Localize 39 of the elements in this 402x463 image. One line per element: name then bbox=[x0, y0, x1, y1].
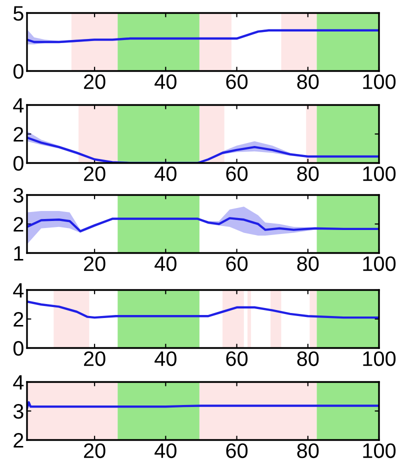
x-tick-label: 100 bbox=[363, 443, 396, 458]
x-tick-label: 100 bbox=[363, 74, 396, 90]
x-tick-label: 40 bbox=[154, 351, 176, 366]
y-tick-label: 2 bbox=[14, 127, 24, 142]
y-tick-label: 2 bbox=[14, 217, 24, 232]
y-tick-label: 1 bbox=[14, 246, 24, 261]
x-tick-label: 60 bbox=[226, 166, 248, 182]
x-tick-label: 60 bbox=[226, 351, 248, 366]
x-tick-label: 100 bbox=[363, 256, 396, 272]
y-tick-label: 3 bbox=[13, 404, 24, 419]
x-tick-label: 40 bbox=[154, 166, 176, 182]
x-tick-label: 20 bbox=[84, 74, 106, 90]
x-tick-label: 80 bbox=[297, 256, 319, 272]
y-tick-label: 5 bbox=[13, 6, 24, 21]
x-tick-label: 80 bbox=[297, 74, 319, 90]
x-tick-label: 100 bbox=[363, 351, 396, 366]
x-tick-label: 80 bbox=[297, 166, 319, 182]
y-tick-label: 3 bbox=[13, 188, 24, 203]
y-tick-label: 4 bbox=[13, 283, 24, 298]
x-tick-label: 40 bbox=[154, 443, 176, 458]
y-tick-label: 2 bbox=[14, 312, 24, 327]
y-tick-label: 0 bbox=[13, 156, 24, 171]
y-tick-label: 0 bbox=[13, 64, 24, 79]
x-tick-label: 40 bbox=[154, 256, 176, 272]
y-tick-label: 4 bbox=[13, 98, 24, 113]
y-tick-label: 0 bbox=[13, 341, 24, 356]
x-tick-label: 80 bbox=[297, 443, 319, 458]
x-tick-label: 20 bbox=[84, 351, 106, 366]
x-tick-label: 40 bbox=[154, 74, 176, 90]
y-tick-label: 2 bbox=[14, 433, 24, 448]
x-tick-label: 80 bbox=[297, 351, 319, 366]
x-tick-label: 100 bbox=[363, 166, 396, 182]
x-tick-label: 20 bbox=[84, 166, 106, 182]
x-tick-label: 60 bbox=[226, 443, 248, 458]
x-tick-label: 60 bbox=[226, 256, 248, 272]
x-tick-label: 20 bbox=[84, 443, 106, 458]
x-tick-label: 60 bbox=[226, 74, 248, 90]
x-tick-label: 20 bbox=[84, 256, 106, 272]
y-tick-label: 4 bbox=[13, 375, 24, 390]
